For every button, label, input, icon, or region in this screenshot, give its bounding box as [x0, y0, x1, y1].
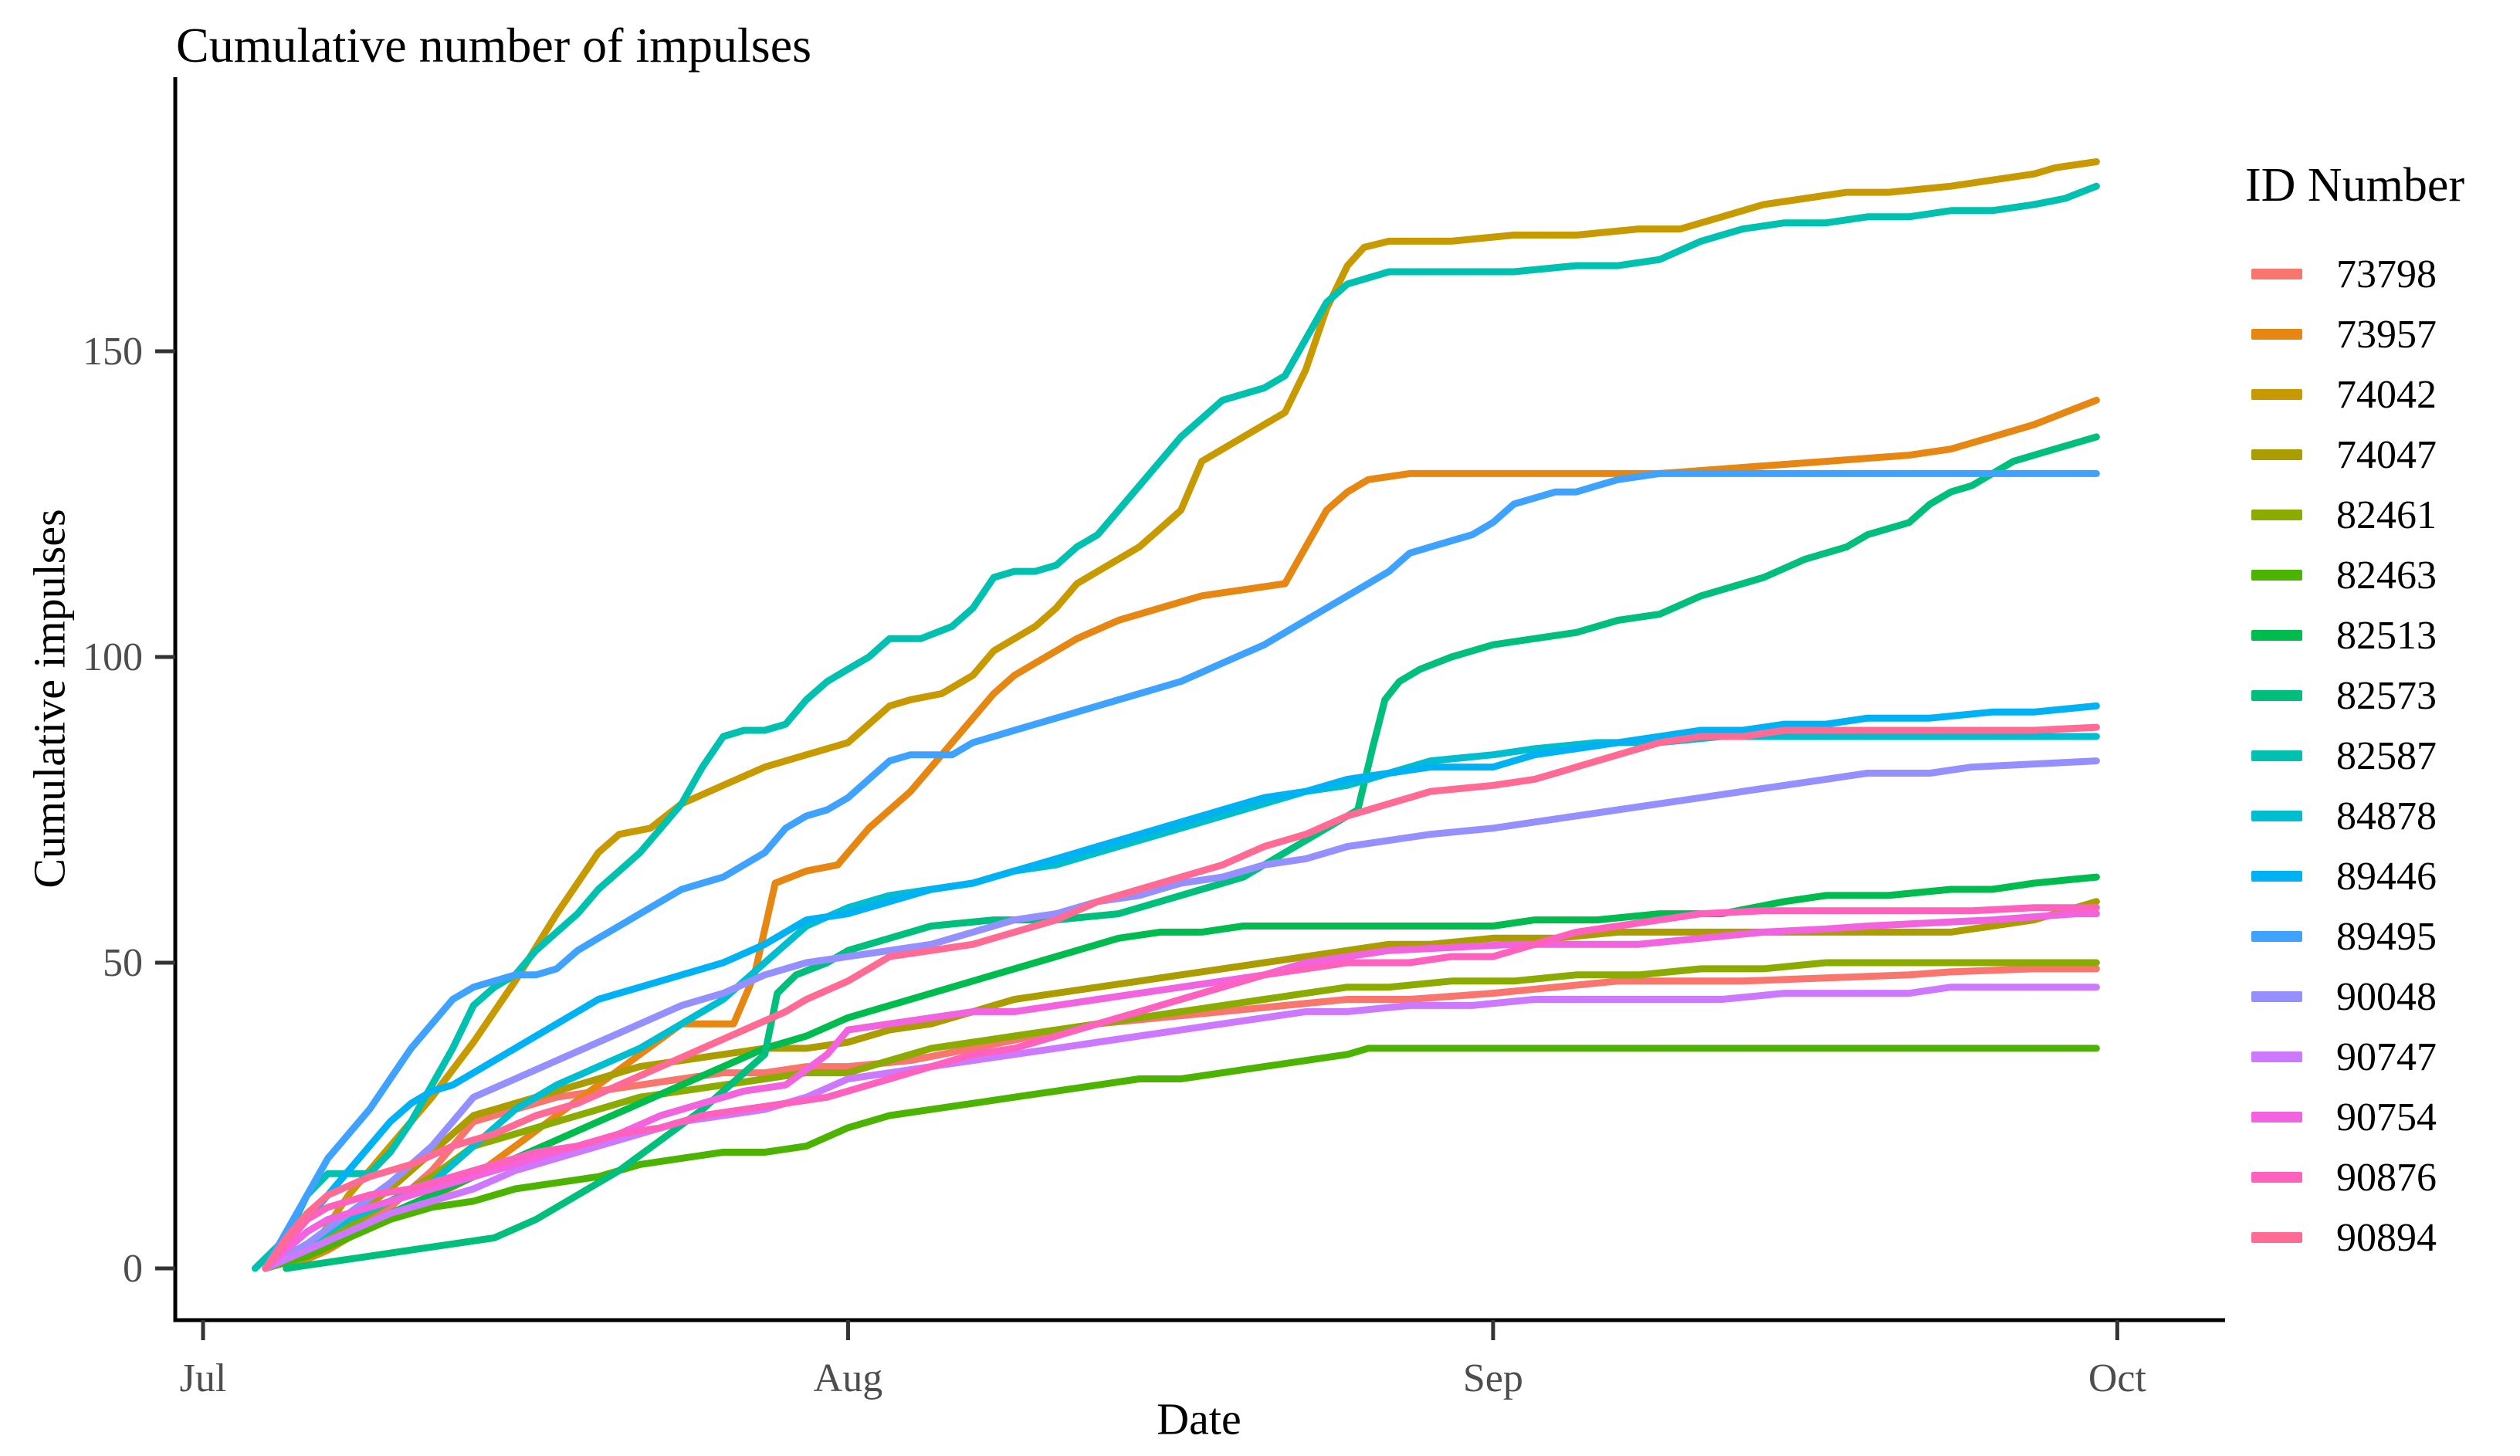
y-axis-title: Cumulative impulses [24, 509, 75, 889]
y-tick-label: 0 [123, 1247, 143, 1291]
legend-item: 74042 [2245, 364, 2520, 425]
legend-swatch [2251, 389, 2302, 400]
x-tick-label: Aug [814, 1356, 883, 1400]
legend-items: 73798 73957 74042 74047 82461 82463 82513 82573… [2245, 244, 2520, 1268]
legend-item-label: 90876 [2336, 1155, 2437, 1200]
legend-item: 73957 [2245, 304, 2520, 364]
chart-title: Cumulative number of impulses [176, 18, 811, 73]
legend-item-label: 73798 [2336, 252, 2437, 296]
legend-item: 90747 [2245, 1027, 2520, 1087]
legend-swatch [2251, 570, 2302, 581]
y-tick-label: 50 [103, 941, 143, 985]
series-line-82461 [262, 959, 2100, 1272]
legend-swatch [2251, 630, 2302, 641]
legend-item-label: 74042 [2336, 372, 2437, 417]
legend-swatch [2251, 329, 2302, 340]
legend-item-label: 73957 [2336, 312, 2437, 357]
legend-item: 74047 [2245, 425, 2520, 485]
series-line-90747 [262, 984, 2100, 1272]
legend-swatch [2251, 449, 2302, 460]
legend-swatch [2251, 690, 2302, 701]
legend-item-label: 90747 [2336, 1034, 2437, 1079]
legend-item: 82513 [2245, 605, 2520, 665]
legend-item-label: 82587 [2336, 733, 2437, 778]
legend-swatch [2251, 1172, 2302, 1183]
legend-swatch [2251, 871, 2302, 882]
legend-item: 82587 [2245, 726, 2520, 786]
legend-item: 82573 [2245, 665, 2520, 726]
series-line-82587 [251, 182, 2100, 1272]
legend-item-label: 74047 [2336, 432, 2437, 477]
series-line-82463 [262, 1045, 2100, 1272]
series-line-89446 [262, 702, 2100, 1272]
legend-title: ID Number [2245, 159, 2465, 212]
series-line-90894 [262, 723, 2100, 1272]
legend-item: 89495 [2245, 906, 2520, 967]
legend-swatch [2251, 269, 2302, 279]
y-tick-label: 100 [83, 635, 143, 679]
legend-item-label: 89495 [2336, 914, 2437, 959]
legend-swatch [2251, 811, 2302, 821]
legend: ID Number 73798 73957 74042 74047 82461 82463… [2245, 158, 2520, 1268]
series-line-90048 [262, 757, 2100, 1272]
legend-swatch [2251, 750, 2302, 761]
legend-item: 89446 [2245, 846, 2520, 906]
legend-item-label: 89446 [2336, 854, 2437, 899]
series-line-90754 [262, 910, 2100, 1272]
legend-item-label: 90048 [2336, 974, 2437, 1019]
legend-item: 82461 [2245, 485, 2520, 545]
series-line-74042 [283, 158, 2100, 1272]
legend-item-label: 90754 [2336, 1095, 2437, 1139]
legend-swatch [2251, 1232, 2302, 1243]
legend-item-label: 82513 [2336, 613, 2437, 658]
legend-swatch [2251, 931, 2302, 942]
series-line-82573 [283, 433, 2100, 1272]
series-line-73798 [262, 965, 2100, 1272]
legend-item: 90876 [2245, 1147, 2520, 1207]
legend-item-label: 82461 [2336, 493, 2437, 537]
legend-item-label: 90894 [2336, 1215, 2437, 1260]
x-tick-label: Sep [1463, 1356, 1523, 1400]
series-line-89495 [262, 469, 2100, 1272]
series-line-90876 [262, 904, 2100, 1272]
legend-item-label: 84878 [2336, 794, 2437, 838]
legend-item: 90894 [2245, 1207, 2520, 1268]
legend-item: 82463 [2245, 545, 2520, 605]
x-tick-label: Oct [2088, 1356, 2147, 1400]
legend-swatch [2251, 1112, 2302, 1122]
x-axis-title: Date [1157, 1393, 1241, 1444]
legend-item: 73798 [2245, 244, 2520, 304]
y-tick-label: 150 [83, 330, 143, 374]
legend-swatch [2251, 991, 2302, 1002]
legend-item: 84878 [2245, 786, 2520, 846]
x-tick-label: Jul [180, 1356, 227, 1400]
legend-item: 90754 [2245, 1087, 2520, 1147]
legend-item-label: 82463 [2336, 553, 2437, 598]
legend-swatch [2251, 510, 2302, 520]
legend-item-label: 82573 [2336, 673, 2437, 718]
legend-swatch [2251, 1051, 2302, 1062]
legend-item: 90048 [2245, 967, 2520, 1027]
